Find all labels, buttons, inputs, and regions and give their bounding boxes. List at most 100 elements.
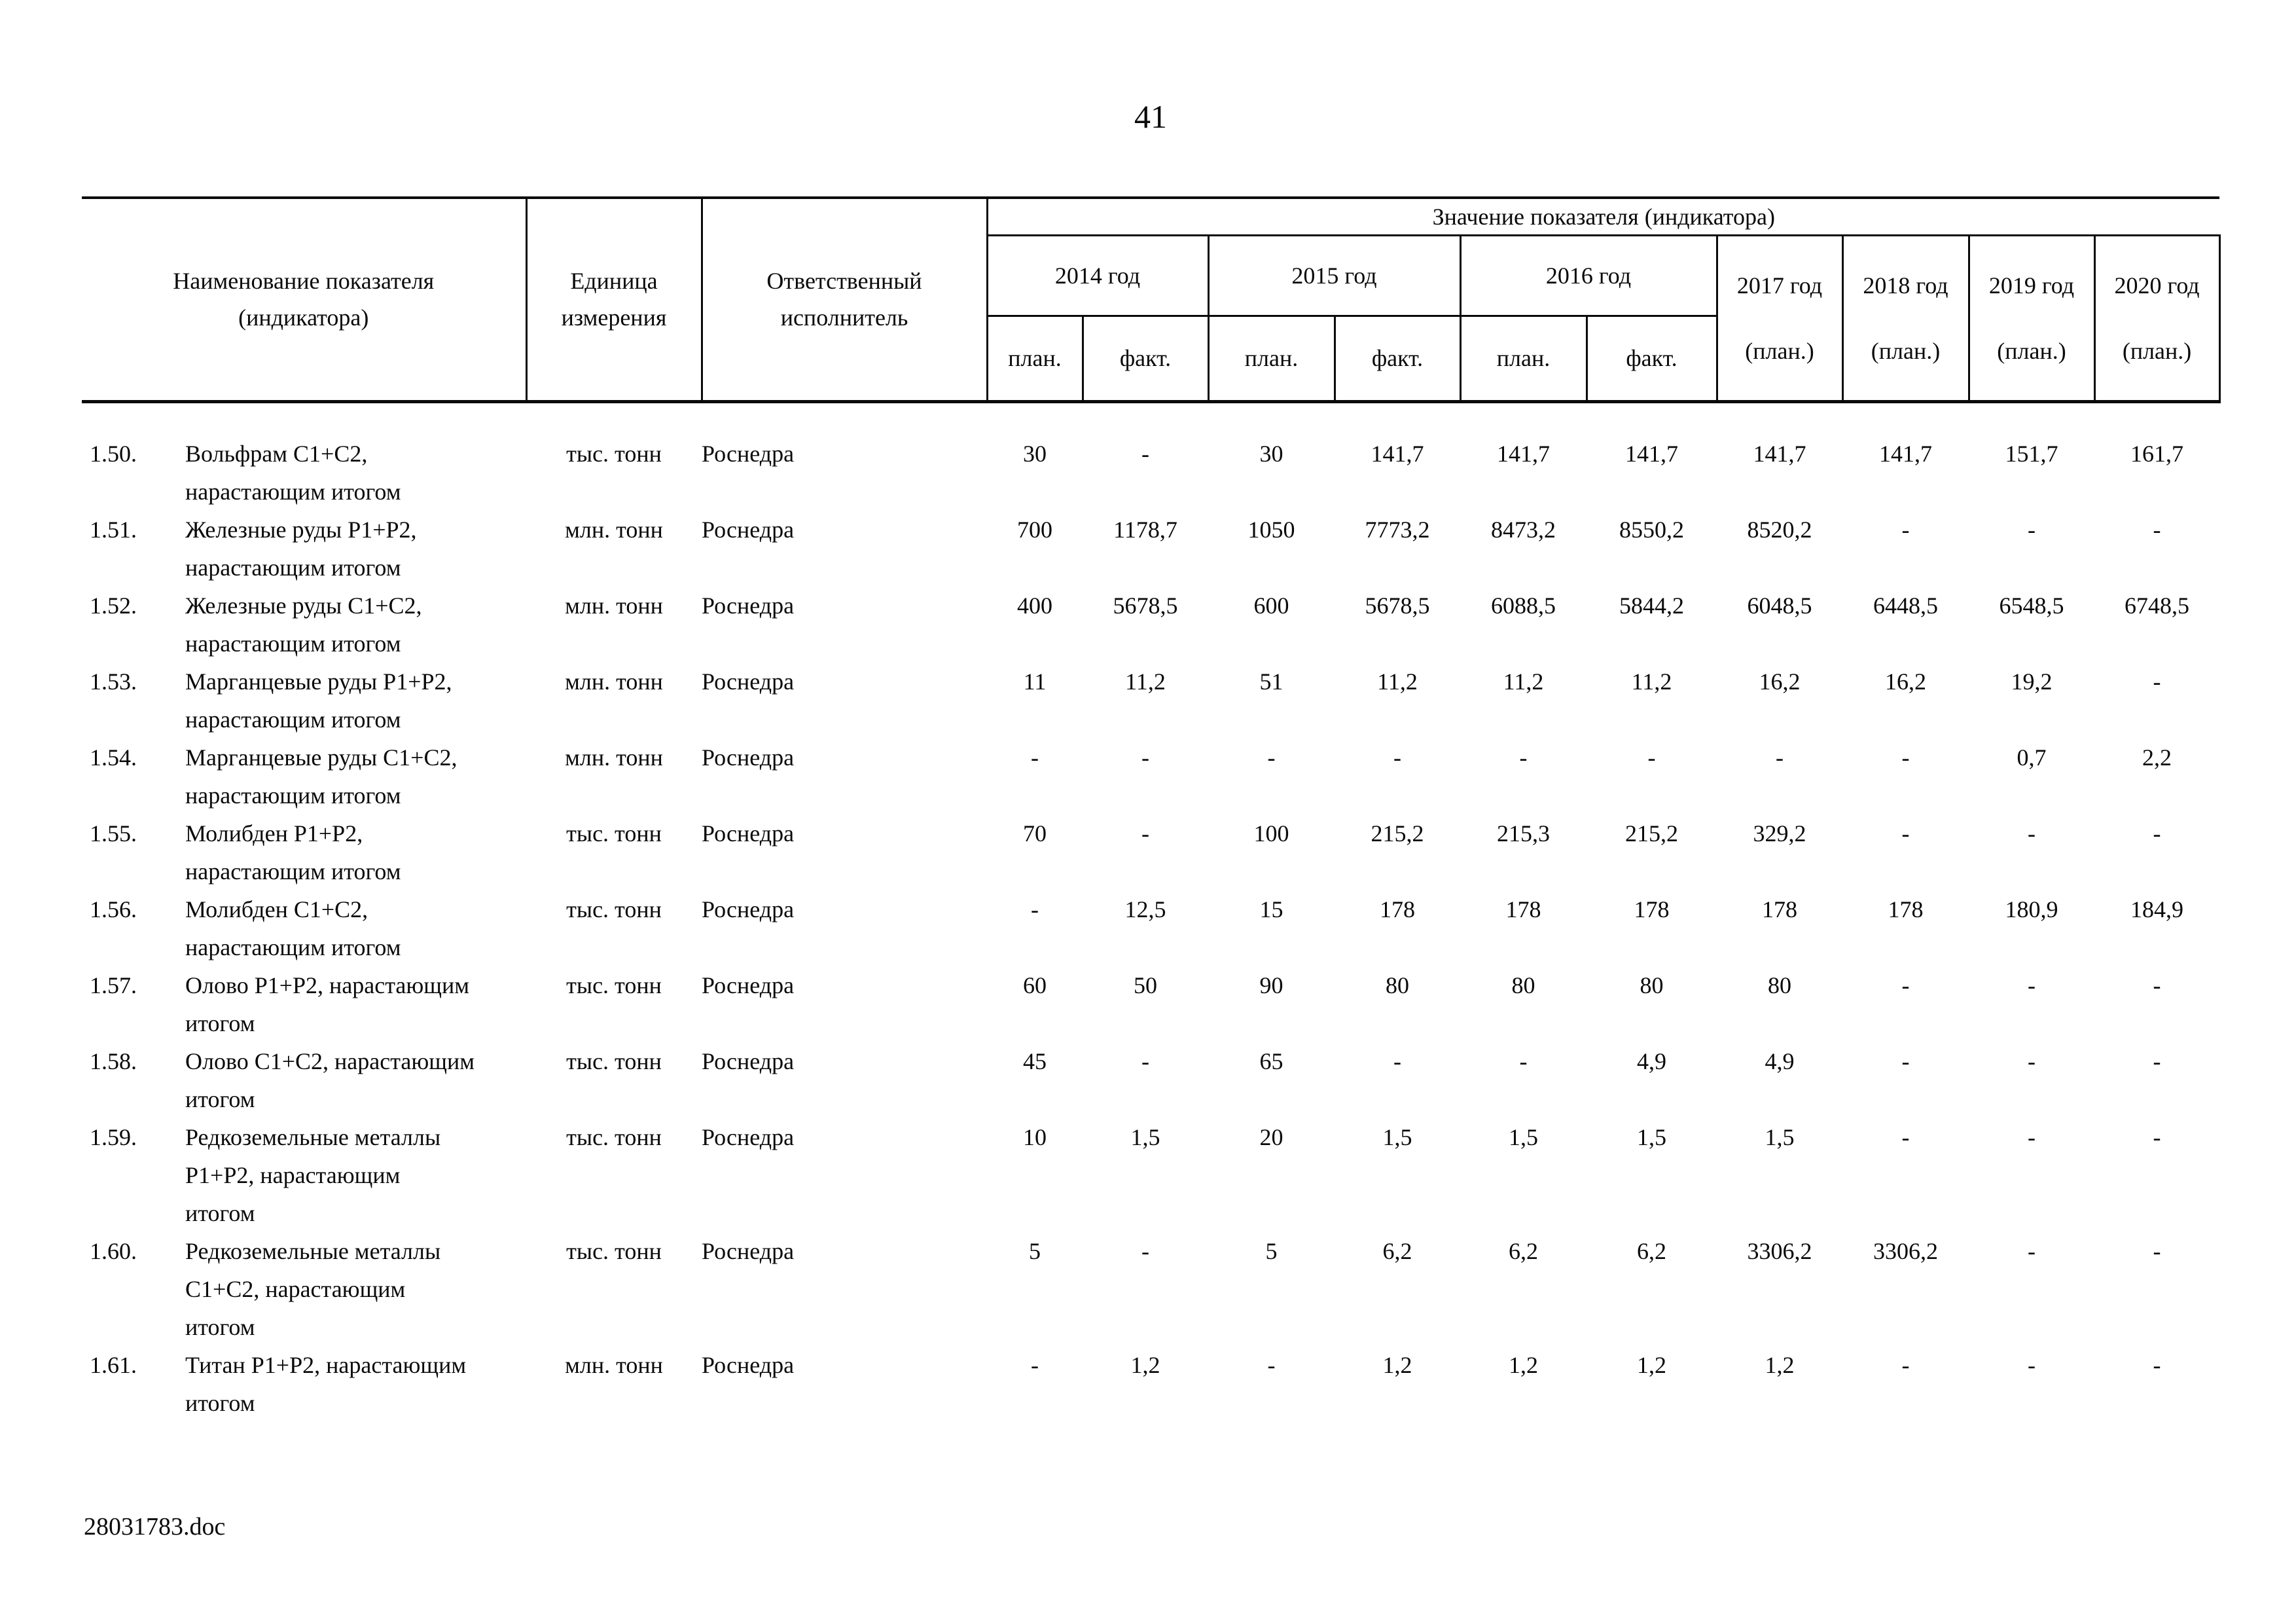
row-value: -: [2028, 1237, 2036, 1264]
header-year-2020: 2020 год (план.): [2094, 235, 2221, 403]
row-value: -: [1647, 744, 1656, 771]
row-value: -: [2153, 1048, 2161, 1074]
row-value: -: [2153, 820, 2161, 847]
row-value: 51: [1259, 668, 1283, 695]
row-value: 1050: [1247, 516, 1295, 543]
row-value: 11,2: [1377, 668, 1418, 695]
row-value: 80: [1511, 972, 1535, 998]
row-number: 1.59.: [90, 1123, 137, 1150]
row-value: 12,5: [1124, 896, 1166, 922]
row-value: 161,7: [2130, 440, 2184, 467]
row-value: 215,2: [1371, 820, 1424, 847]
row-executor: Роснедра: [702, 896, 795, 922]
table-row: 1.52. Железные руды С1+С2, нарастающим и…: [82, 587, 2219, 663]
table-row: 1.60. Редкоземельные металлы С1+С2, нара…: [82, 1232, 2219, 1346]
row-executor: Роснедра: [702, 1048, 795, 1074]
row-value: 178: [1888, 896, 1924, 922]
row-value: 1,2: [1130, 1351, 1160, 1378]
row-value: 5678,5: [1113, 592, 1178, 619]
table-row: 1.54. Марганцевые руды С1+С2, нарастающи…: [82, 739, 2219, 814]
row-value: 2,2: [2142, 744, 2172, 771]
row-value: 80: [1640, 972, 1664, 998]
row-value: -: [1031, 1351, 1039, 1378]
row-value: 6748,5: [2125, 592, 2190, 619]
row-value: -: [1901, 972, 1910, 998]
row-value: -: [2153, 1237, 2161, 1264]
row-executor: Роснедра: [702, 516, 795, 543]
row-unit: тыс. тонн: [566, 1123, 662, 1150]
row-value: 1,5: [1765, 1123, 1795, 1150]
row-value: -: [1519, 744, 1528, 771]
row-name: Молибден Р1+Р2, нарастающим итогом: [185, 820, 401, 884]
row-value: 20: [1259, 1123, 1283, 1150]
row-value: -: [2028, 516, 2036, 543]
row-value: 1178,7: [1113, 516, 1177, 543]
row-unit: тыс. тонн: [566, 1048, 662, 1074]
row-value: 6,2: [1509, 1237, 1538, 1264]
row-number: 1.58.: [90, 1048, 137, 1074]
row-unit: тыс. тонн: [566, 1237, 662, 1264]
row-name: Редкоземельные металлы С1+С2, нарастающи…: [185, 1237, 441, 1340]
row-value: 5: [1265, 1237, 1278, 1264]
row-value: 70: [1023, 820, 1047, 847]
header-year-2015: 2015 год: [1208, 235, 1462, 317]
row-value: -: [2153, 516, 2161, 543]
header-fact-2014: факт.: [1083, 316, 1210, 403]
row-value: -: [2028, 1123, 2036, 1150]
row-value: 6,2: [1637, 1237, 1666, 1264]
header-fact-2016: факт.: [1587, 316, 1718, 403]
row-value: -: [2153, 1123, 2161, 1150]
row-number: 1.60.: [90, 1237, 137, 1264]
page-number: 41: [1134, 98, 1167, 135]
row-value: 8473,2: [1491, 516, 1556, 543]
row-value: -: [1141, 440, 1149, 467]
table-header: Наименование показателя (индикатора) Еди…: [82, 196, 2221, 403]
header-year-2019: 2019 год (план.): [1969, 235, 2096, 403]
row-value: -: [1141, 744, 1149, 771]
row-value: 600: [1253, 592, 1289, 619]
row-value: -: [1393, 744, 1401, 771]
row-value: -: [1901, 820, 1910, 847]
row-value: 6548,5: [1999, 592, 2064, 619]
row-number: 1.54.: [90, 744, 137, 771]
row-value: 16,2: [1885, 668, 1926, 695]
row-value: 5: [1029, 1237, 1041, 1264]
row-value: 400: [1017, 592, 1052, 619]
row-value: 11,2: [1631, 668, 1672, 695]
row-value: 50: [1134, 972, 1157, 998]
row-value: 141,7: [1371, 440, 1424, 467]
row-value: 6088,5: [1491, 592, 1556, 619]
table-row: 1.55. Молибден Р1+Р2, нарастающим итогом…: [82, 814, 2219, 890]
spacer-row: [82, 401, 2219, 435]
table-row: 1.59. Редкоземельные металлы Р1+Р2, нара…: [82, 1118, 2219, 1232]
header-year-label: 2017 год: [1736, 272, 1823, 299]
indicators-table: Наименование показателя (индикатора) Еди…: [82, 196, 2221, 1422]
row-number: 1.51.: [90, 516, 137, 543]
row-value: -: [2028, 1351, 2036, 1378]
row-value: 215,2: [1625, 820, 1678, 847]
row-value: 11: [1023, 668, 1047, 695]
header-year-label: 2019 год: [1988, 272, 2075, 299]
row-value: -: [2028, 1048, 2036, 1074]
header-fact-2015: факт.: [1335, 316, 1462, 403]
row-value: 141,7: [1625, 440, 1678, 467]
row-value: -: [1267, 1351, 1276, 1378]
row-executor: Роснедра: [702, 440, 795, 467]
row-value: -: [2153, 972, 2161, 998]
row-value: 151,7: [2005, 440, 2058, 467]
footer-filename: 28031783.doc: [84, 1513, 226, 1541]
row-value: 8550,2: [1619, 516, 1684, 543]
header-year-2017: 2017 год (план.): [1717, 235, 1844, 403]
row-name: Олово С1+С2, нарастающим итогом: [185, 1048, 475, 1112]
row-value: 141,7: [1879, 440, 1932, 467]
row-name: Олово Р1+Р2, нарастающим итогом: [185, 972, 470, 1036]
row-executor: Роснедра: [702, 1351, 795, 1378]
row-value: 6448,5: [1873, 592, 1938, 619]
row-name: Марганцевые руды С1+С2, нарастающим итог…: [185, 744, 457, 809]
row-unit: тыс. тонн: [566, 820, 662, 847]
row-value: 1,2: [1509, 1351, 1538, 1378]
row-value: 3306,2: [1873, 1237, 1938, 1264]
row-value: 30: [1259, 440, 1283, 467]
row-value: -: [2028, 820, 2036, 847]
